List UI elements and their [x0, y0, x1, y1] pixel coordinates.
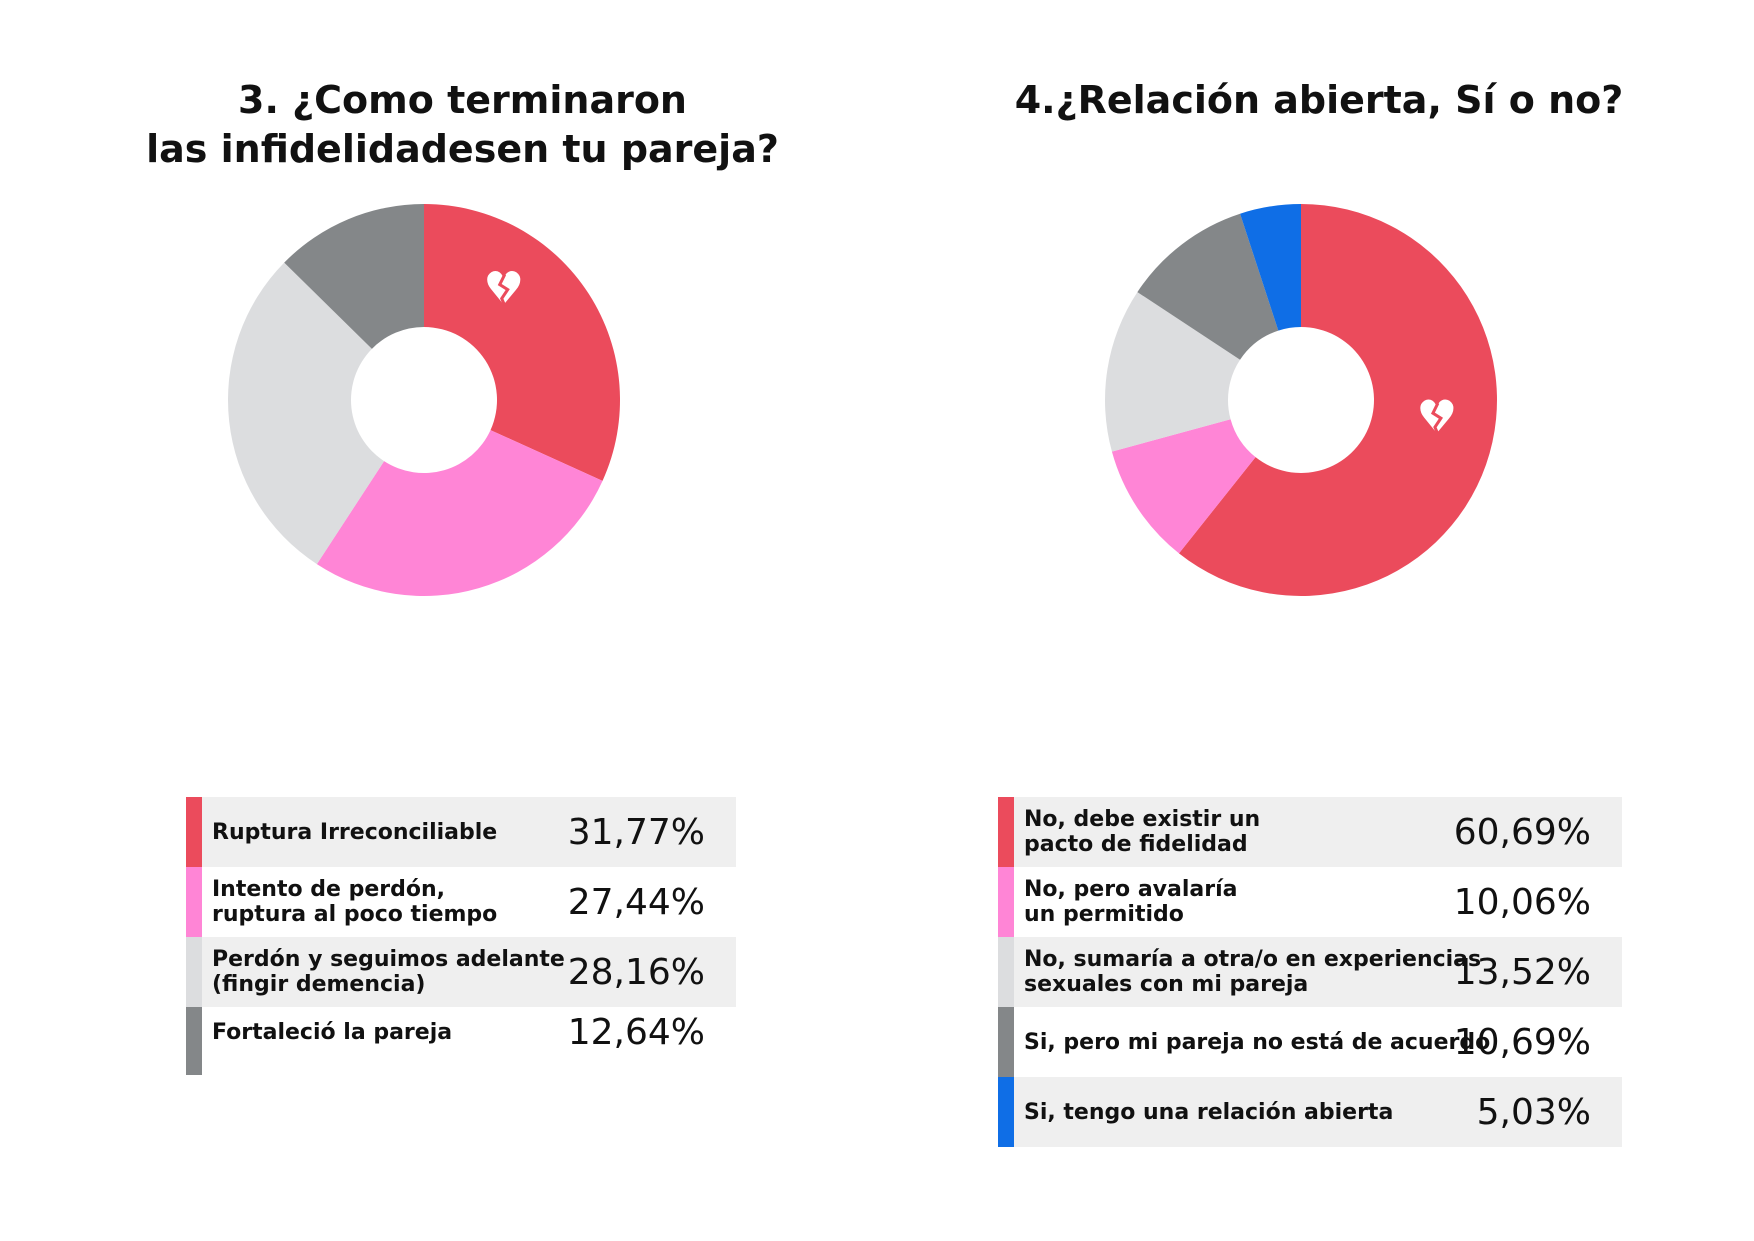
donut-chart: ♥: [1105, 204, 1497, 596]
legend-percentage: 31,77%: [567, 811, 705, 853]
donut-slice: [284, 204, 424, 349]
legend-percentage: 10,69%: [1453, 1021, 1591, 1063]
legend-percentage: 28,16%: [567, 951, 705, 993]
legend-label-line: Si, pero mi pareja no está de acuerdo: [1024, 1029, 1491, 1055]
legend-label-line: No, sumaría a otra/o en experiencias: [1024, 947, 1482, 972]
legend-table: No, debe existir un pacto de fidelidad 60,…: [998, 797, 1622, 1147]
legend-percentage: 27,44%: [567, 881, 705, 923]
legend-label: Intento de perdón, ruptura al poco tiempo: [212, 867, 497, 937]
legend-label-line: (fingir demencia): [212, 972, 426, 997]
legend-color-swatch: [186, 937, 202, 1007]
legend-percentage: 13,52%: [1453, 951, 1591, 993]
legend-color-swatch: [186, 867, 202, 937]
chart-title-line: 4.¿Relación abierta, Sí o no?: [1014, 78, 1624, 122]
donut-slice: [1240, 204, 1301, 331]
legend-label-line: un permitido: [1024, 902, 1184, 927]
legend-label-line: No, debe existir un: [1024, 807, 1261, 832]
legend-row: Si, pero mi pareja no está de acuerdo 10,…: [998, 1007, 1622, 1077]
legend-row: Ruptura Irreconciliable 31,77%: [186, 797, 736, 867]
legend-label-line: Fortaleció la pareja: [212, 1019, 453, 1045]
chart-panel-1: 3. ¿Como terminaron las infidelidadesen t…: [146, 78, 779, 1075]
legend-percentage: 12,64%: [567, 1011, 705, 1053]
donut-slice: [1178, 204, 1497, 596]
legend-label-line: Ruptura Irreconciliable: [212, 819, 498, 845]
legend-label-line: pacto de fidelidad: [1024, 832, 1248, 857]
heart-crack-line: [1430, 402, 1444, 435]
legend-label: Si, pero mi pareja no está de acuerdo: [1024, 1007, 1490, 1077]
chart-title-line: 3. ¿Como terminaron: [238, 78, 687, 122]
legend-row: No, pero avalaría un permitido 10,06%: [998, 867, 1622, 937]
legend-percentage: 60,69%: [1453, 811, 1591, 853]
legend-label: No, pero avalaría un permitido: [1024, 867, 1238, 937]
legend-color-swatch: [998, 1007, 1014, 1077]
chart-title-line: las infidelidadesen tu pareja?: [146, 127, 779, 171]
legend-row: Si, tengo una relación abierta 5,03%: [998, 1077, 1622, 1147]
chart-panel-2: 4.¿Relación abierta, Sí o no? ♥ No, debe…: [877, 0, 1754, 1241]
legend-label-line: Intento de perdón,: [212, 877, 445, 902]
donut-slice: [1137, 213, 1279, 360]
donut-slice: [1105, 292, 1241, 452]
legend-row: Fortaleció la pareja 12,64%: [186, 1007, 736, 1075]
legend-color-swatch: [186, 1007, 202, 1075]
donut-slice: [227, 262, 385, 565]
legend-color-swatch: [998, 937, 1014, 1007]
legend-row: No, sumaría a otra/o en experiencias sexu…: [998, 937, 1622, 1007]
legend-label: Fortaleció la pareja: [212, 1007, 452, 1057]
chart-title: 3. ¿Como terminaron las infidelidadesen t…: [24, 76, 901, 174]
legend-label-line: Si, tengo una relación abierta: [1024, 1099, 1394, 1125]
legend-row: No, debe existir un pacto de fidelidad 60,…: [998, 797, 1622, 867]
legend-label: Si, tengo una relación abierta: [1024, 1077, 1393, 1147]
donut-chart: ♥: [227, 204, 620, 596]
legend-label: Perdón y seguimos adelante (fingir demenc…: [212, 937, 565, 1007]
legend-label-line: sexuales con mi pareja: [1024, 972, 1309, 997]
chart-title: 4.¿Relación abierta, Sí o no?: [877, 76, 1754, 125]
legend-label-line: Perdón y seguimos adelante: [212, 947, 565, 972]
donut-slice: [424, 204, 620, 481]
legend-table: Ruptura Irreconciliable 31,77% Intento de …: [186, 797, 736, 1075]
legend-color-swatch: [998, 1077, 1014, 1147]
legend-color-swatch: [186, 797, 202, 867]
donut-slice: [316, 430, 603, 596]
legend-row: Perdón y seguimos adelante (fingir demenc…: [186, 937, 736, 1007]
donut-slice: [1111, 419, 1256, 554]
legend-row: Intento de perdón, ruptura al poco tiempo…: [186, 867, 736, 937]
legend-color-swatch: [998, 867, 1014, 937]
legend-label-line: ruptura al poco tiempo: [212, 902, 498, 927]
legend-label: No, debe existir un pacto de fidelidad: [1024, 797, 1260, 867]
heart-crack-line: [497, 273, 510, 307]
legend-percentage: 5,03%: [1476, 1091, 1591, 1133]
legend-label-line: No, pero avalaría: [1024, 877, 1238, 902]
legend-percentage: 10,06%: [1453, 881, 1591, 923]
legend-label: Ruptura Irreconciliable: [212, 797, 497, 867]
legend-label: No, sumaría a otra/o en experiencias sexu…: [1024, 937, 1481, 1007]
legend-color-swatch: [998, 797, 1014, 867]
